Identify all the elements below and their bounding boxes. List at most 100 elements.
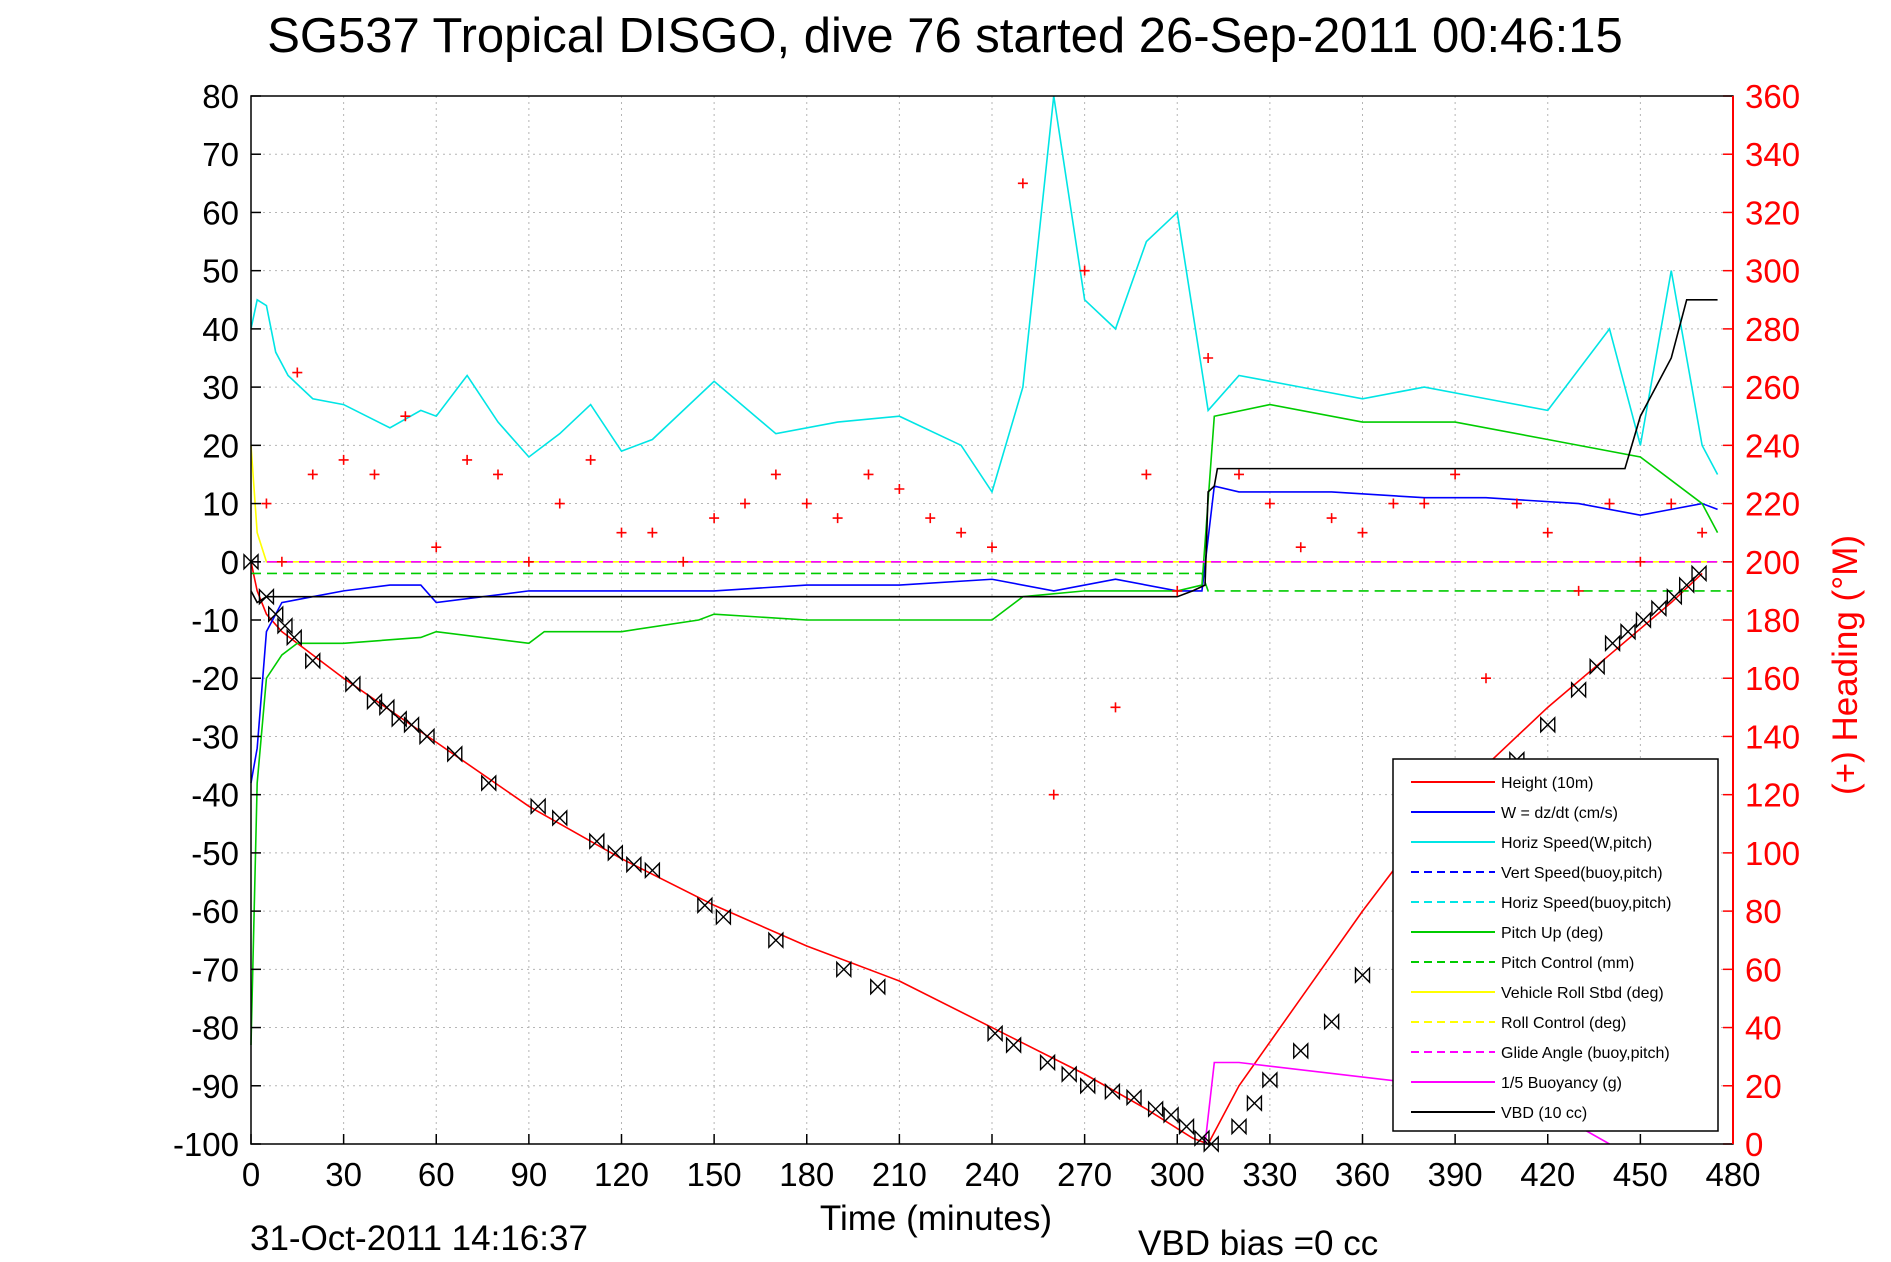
heading-point (1635, 556, 1646, 567)
heading-point (1264, 498, 1275, 509)
sample-marker (1323, 1013, 1340, 1031)
heading-point (493, 469, 503, 480)
y-right-tick-label: 120 (1745, 777, 1800, 814)
sample-marker (552, 809, 568, 827)
heading-point (276, 556, 287, 567)
footer-vbd-bias: VBD bias =0 cc (1138, 1224, 1378, 1262)
heading-point (431, 542, 442, 553)
y-tick-label: -100 (173, 1126, 239, 1163)
heading-point (832, 513, 843, 524)
legend-label: W = dz/dt (cm/s) (1501, 805, 1618, 822)
sample-marker (1635, 611, 1652, 629)
x-tick-label: 390 (1428, 1156, 1483, 1193)
y-tick-label: 10 (202, 486, 239, 523)
footer-timestamp: 31-Oct-2011 14:16:37 (250, 1219, 588, 1258)
sample-marker (697, 896, 713, 914)
y-right-tick-label: 60 (1745, 951, 1782, 988)
heading-point (1326, 513, 1337, 524)
heading-point (1234, 469, 1244, 480)
sample-marker (1293, 1042, 1309, 1060)
x-tick-label: 420 (1520, 1156, 1575, 1193)
y-tick-label: 0 (221, 544, 239, 581)
chart-title: SG537 Tropical DISGO, dive 76 started 26… (267, 9, 1623, 63)
sample-marker (1147, 1100, 1164, 1118)
sample-marker (644, 861, 661, 880)
y-right-tick-label: 0 (1745, 1126, 1763, 1163)
sample-marker (1178, 1117, 1195, 1136)
sample-marker (768, 931, 784, 949)
legend-label: Vehicle Roll Stbd (deg) (1501, 985, 1664, 1002)
y-tick-label: 20 (202, 427, 239, 464)
y-tick-label: 30 (202, 369, 239, 406)
x-tick-label: 120 (594, 1156, 649, 1193)
sample-marker (836, 960, 852, 979)
heading-point (1573, 585, 1584, 596)
heading-point (261, 498, 272, 509)
sample-marker (403, 716, 420, 734)
heading-point (1511, 498, 1522, 509)
sample-marker (1005, 1036, 1022, 1054)
heading-point (987, 542, 997, 553)
heading-point (709, 513, 720, 524)
sample-marker (1262, 1071, 1278, 1089)
legend-label: Horiz Speed(W,pitch) (1501, 835, 1652, 852)
heading-point (1481, 673, 1491, 684)
y-tick-label: 80 (202, 78, 239, 115)
heading-point (1697, 527, 1708, 538)
heading-point (1450, 469, 1461, 480)
heading-point (1666, 498, 1677, 509)
sample-marker (268, 605, 284, 623)
x-tick-label: 210 (872, 1156, 927, 1193)
heading-point (523, 556, 534, 567)
right-axis-label: (+) Heading (°M) (1826, 535, 1865, 795)
sample-marker (1354, 966, 1371, 984)
sample-marker (305, 652, 321, 670)
sample-marker (243, 553, 259, 571)
heading-point (1141, 469, 1152, 480)
y-right-tick-label: 20 (1745, 1068, 1782, 1105)
heading-point (1203, 353, 1214, 363)
sample-marker (286, 628, 302, 647)
sample-marker (1163, 1106, 1179, 1124)
sample-marker (1039, 1053, 1056, 1072)
sample-marker (447, 745, 463, 763)
sample-marker (1691, 564, 1707, 583)
heading-point (616, 527, 627, 538)
legend-label: Pitch Control (mm) (1501, 955, 1634, 972)
heading-point (1172, 585, 1183, 596)
y-tick-label: 50 (202, 253, 239, 290)
x-tick-label: 300 (1150, 1156, 1205, 1193)
x-tick-label: 180 (779, 1156, 834, 1193)
sample-marker (391, 710, 407, 728)
y-tick-label: 40 (202, 311, 239, 348)
legend-label: Roll Control (deg) (1501, 1015, 1626, 1032)
legend-label: Vert Speed(buoy,pitch) (1501, 865, 1663, 882)
axis-ticks: 0 30 60 90 120 150 180 210 240 270 300 330 360 390 420… (173, 78, 1800, 1193)
y-right-tick-label: 320 (1745, 194, 1800, 231)
x-tick-label: 330 (1242, 1156, 1297, 1193)
heading-point (400, 411, 411, 422)
heading-point (1017, 178, 1028, 189)
sample-marker (1203, 1135, 1219, 1153)
legend: Height (10m) W = dz/dt (cm/s) Horiz Speed(… (1392, 758, 1719, 1132)
sample-marker (1061, 1065, 1077, 1083)
heading-point (292, 367, 303, 378)
sample-marker (1570, 681, 1587, 699)
heading-point (647, 527, 658, 538)
heading-point (462, 454, 473, 465)
heading-point (1079, 265, 1090, 276)
legend-label: Glide Angle (buoy,pitch) (1501, 1045, 1670, 1062)
heading-point (338, 454, 349, 465)
y-right-tick-label: 220 (1745, 486, 1800, 523)
series-vbd-10-cc (250, 298, 1718, 604)
sample-marker (1589, 657, 1605, 676)
y-tick-label: -90 (191, 1068, 239, 1105)
sample-marker (1080, 1077, 1096, 1095)
x-tick-label: 60 (418, 1156, 455, 1193)
y-right-tick-label: 340 (1745, 136, 1800, 173)
sample-marker (258, 588, 275, 606)
heading-point (369, 469, 380, 480)
sample-marker (366, 692, 383, 711)
heading-point (956, 527, 967, 538)
y-tick-label: -40 (191, 777, 239, 814)
